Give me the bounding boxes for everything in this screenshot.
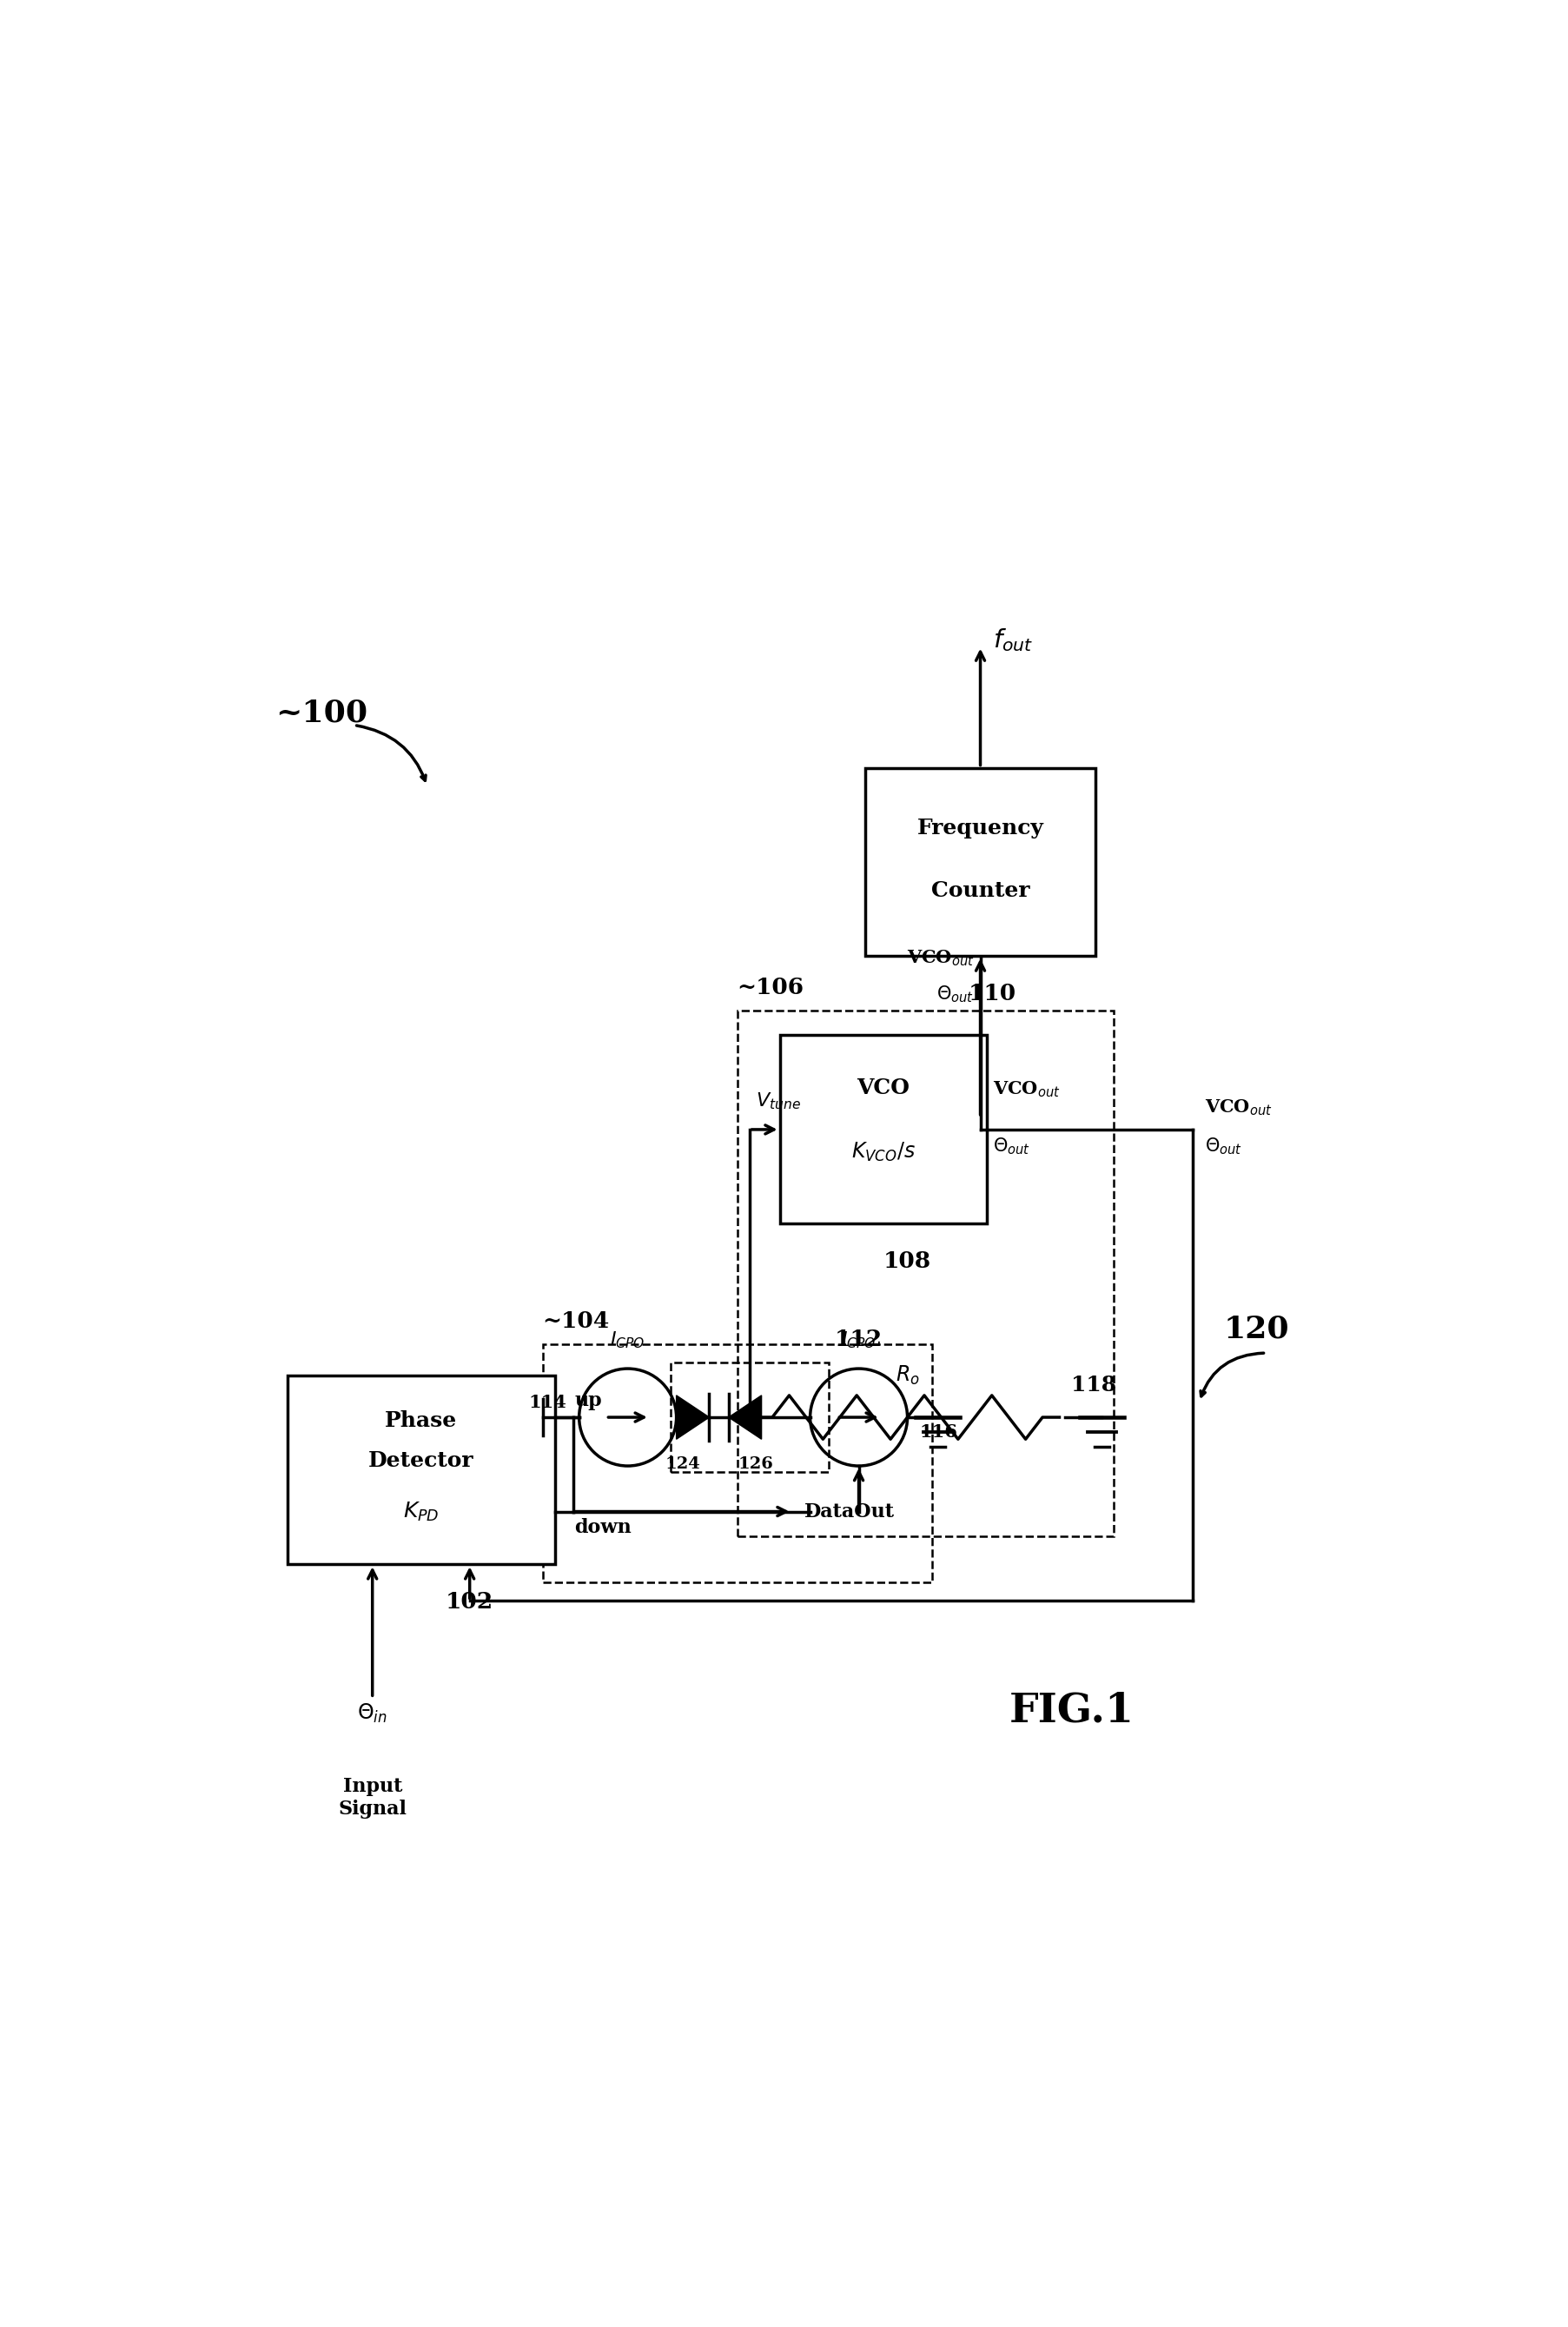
- Text: 116: 116: [919, 1424, 956, 1440]
- Text: ~100: ~100: [274, 698, 367, 728]
- Text: $V_{tune}$: $V_{tune}$: [756, 1091, 800, 1112]
- Text: $\Theta_{in}$: $\Theta_{in}$: [358, 1701, 387, 1724]
- Text: VCO$_{out}$: VCO$_{out}$: [993, 1080, 1060, 1098]
- Text: Phase: Phase: [384, 1410, 456, 1431]
- Text: Frequency: Frequency: [916, 817, 1043, 838]
- Text: $\Theta_{out}$: $\Theta_{out}$: [1204, 1136, 1242, 1157]
- Text: VCO$_{out}$: VCO$_{out}$: [906, 949, 974, 968]
- Text: Counter: Counter: [930, 880, 1029, 901]
- Text: $\Theta_{out}$: $\Theta_{out}$: [936, 984, 974, 1005]
- Text: 108: 108: [883, 1250, 931, 1273]
- Text: $\Theta_{out}$: $\Theta_{out}$: [993, 1136, 1029, 1157]
- Bar: [864, 768, 1096, 956]
- Text: up: up: [574, 1392, 602, 1410]
- Text: 102: 102: [445, 1592, 494, 1613]
- Text: VCO: VCO: [856, 1077, 909, 1098]
- Bar: [287, 1375, 555, 1564]
- Text: $f_{out}$: $f_{out}$: [993, 626, 1032, 654]
- Text: 126: 126: [737, 1457, 773, 1473]
- Text: $K_{PD}$: $K_{PD}$: [403, 1501, 439, 1522]
- Text: ~104: ~104: [543, 1310, 610, 1331]
- Text: 110: 110: [967, 982, 1016, 1005]
- Text: Input
Signal: Input Signal: [339, 1778, 406, 1817]
- Text: $I_{CPO}$: $I_{CPO}$: [840, 1331, 877, 1350]
- Text: 112: 112: [834, 1329, 881, 1350]
- Text: VCO$_{out}$: VCO$_{out}$: [1204, 1098, 1272, 1117]
- Text: Detector: Detector: [368, 1450, 474, 1471]
- Text: $R_o$: $R_o$: [895, 1364, 919, 1387]
- Bar: [737, 1010, 1113, 1536]
- Bar: [543, 1345, 931, 1582]
- Polygon shape: [676, 1396, 709, 1438]
- Text: 118: 118: [1071, 1375, 1116, 1396]
- Text: $K_{VCO}/s$: $K_{VCO}/s$: [850, 1140, 914, 1164]
- Text: 120: 120: [1223, 1315, 1289, 1343]
- Polygon shape: [728, 1396, 760, 1438]
- Text: FIG.1: FIG.1: [1008, 1689, 1134, 1731]
- Text: down: down: [574, 1517, 630, 1536]
- Text: $I_{CPO}$: $I_{CPO}$: [610, 1331, 644, 1350]
- Text: DataOut: DataOut: [804, 1501, 894, 1522]
- Text: 114: 114: [528, 1394, 566, 1412]
- Bar: [670, 1364, 828, 1473]
- Bar: [779, 1036, 986, 1224]
- Text: ~106: ~106: [737, 977, 804, 998]
- Text: 124: 124: [665, 1457, 699, 1473]
